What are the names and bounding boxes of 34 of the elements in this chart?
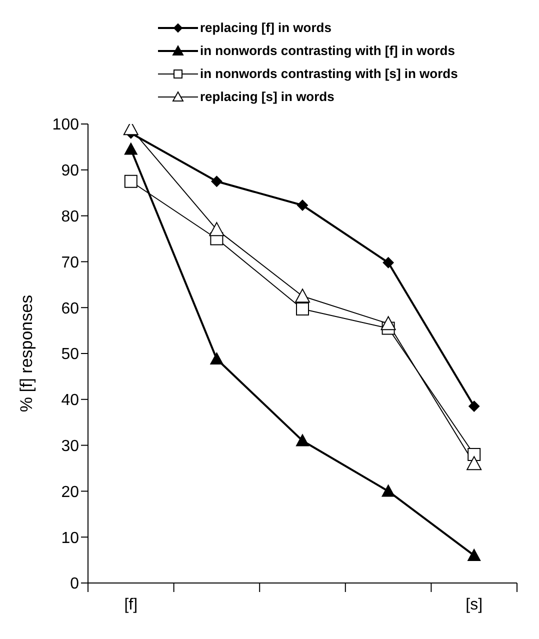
point [466, 456, 482, 470]
point [124, 142, 138, 155]
y-tick-label: 0 [70, 576, 80, 593]
point [382, 484, 395, 497]
point [468, 448, 481, 461]
y-tick-label: 100 [52, 116, 80, 134]
point [295, 288, 310, 303]
y-tick-label: 60 [61, 300, 80, 318]
point [468, 400, 480, 412]
point [297, 200, 308, 211]
point [382, 257, 394, 268]
y-tick-label: 40 [61, 392, 80, 410]
point [209, 222, 224, 236]
legend-label: in nonwords contrasting with [f] in words [200, 43, 455, 58]
legend-label: in nonwords contrasting with [s] in words [200, 66, 458, 81]
point [124, 174, 138, 188]
point [468, 548, 481, 561]
x-tick-label: [f] [124, 596, 138, 614]
point [211, 176, 222, 187]
y-tick-label: 50 [61, 346, 80, 364]
legend-label: replacing [f] in words [200, 20, 332, 35]
point [380, 316, 396, 330]
point [296, 434, 309, 446]
y-tick-label: 10 [61, 530, 80, 547]
y-tick-label: 30 [61, 438, 80, 455]
y-tick-label: 90 [61, 162, 80, 180]
y-tick-label: 80 [61, 208, 80, 226]
legend-label: replacing [s] in words [200, 89, 334, 104]
point [296, 302, 309, 316]
y-axis-title: % [f] responses [17, 294, 36, 412]
x-tick-label: [s] [466, 596, 483, 614]
y-tick-label: 70 [61, 254, 80, 272]
y-tick-label: 20 [61, 484, 80, 501]
point [210, 352, 224, 365]
